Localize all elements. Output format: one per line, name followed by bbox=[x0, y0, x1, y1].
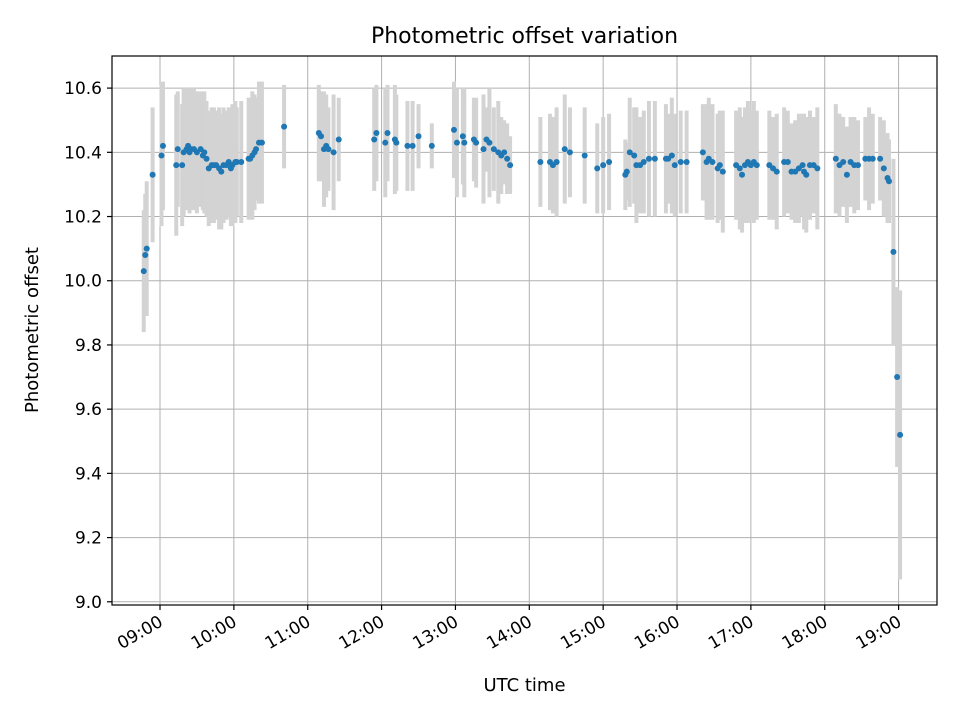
data-point bbox=[143, 245, 150, 252]
y-tick-label: 9.6 bbox=[75, 400, 102, 420]
y-tick-label: 10.4 bbox=[64, 143, 102, 163]
x-axis-label: UTC time bbox=[483, 675, 565, 696]
data-point bbox=[238, 158, 245, 165]
y-tick-label: 10.0 bbox=[64, 272, 102, 292]
data-point bbox=[384, 130, 391, 137]
y-axis-ticks: 9.0 9.2 9.4 9.6 9.8 10.0 10.2 10.4 10.6 bbox=[64, 79, 112, 613]
y-tick-label: 9.0 bbox=[75, 593, 102, 613]
data-point bbox=[382, 139, 389, 146]
data-point bbox=[459, 133, 466, 140]
y-tick-label: 10.6 bbox=[64, 79, 102, 99]
data-point bbox=[840, 158, 847, 165]
data-point bbox=[537, 158, 544, 165]
data-point bbox=[450, 126, 457, 133]
data-point bbox=[404, 142, 411, 149]
data-point bbox=[335, 136, 342, 143]
data-point bbox=[699, 149, 706, 156]
plot-frame bbox=[111, 55, 938, 606]
data-point bbox=[753, 162, 760, 169]
data-point bbox=[149, 171, 156, 178]
data-point bbox=[158, 152, 165, 159]
chart-title: Photometric offset variation bbox=[371, 24, 678, 49]
data-point bbox=[677, 158, 684, 165]
data-point bbox=[645, 155, 652, 162]
data-point bbox=[799, 162, 806, 169]
data-point bbox=[683, 158, 690, 165]
data-point bbox=[253, 146, 260, 153]
data-point bbox=[736, 165, 743, 172]
data-point bbox=[473, 139, 480, 146]
y-axis-label: Photometric offset bbox=[22, 247, 43, 413]
data-point bbox=[453, 139, 460, 146]
data-point bbox=[561, 146, 568, 153]
data-point bbox=[784, 158, 791, 165]
data-point bbox=[803, 171, 810, 178]
data-point bbox=[415, 133, 422, 140]
data-point bbox=[371, 136, 378, 143]
data-point bbox=[373, 130, 380, 137]
data-point bbox=[739, 171, 746, 178]
data-point bbox=[330, 149, 337, 156]
y-tick-label: 9.4 bbox=[75, 464, 102, 484]
data-point bbox=[258, 139, 265, 146]
data-point bbox=[174, 146, 181, 153]
data-point bbox=[626, 149, 633, 156]
data-point bbox=[140, 268, 147, 275]
data-points bbox=[140, 123, 904, 438]
data-point bbox=[897, 431, 904, 438]
data-point bbox=[671, 162, 678, 169]
data-point bbox=[606, 158, 613, 165]
data-point bbox=[480, 146, 487, 153]
data-point bbox=[173, 162, 180, 169]
data-point bbox=[393, 139, 400, 146]
data-point bbox=[885, 178, 892, 185]
data-point bbox=[843, 171, 850, 178]
data-point bbox=[159, 142, 166, 149]
data-point bbox=[281, 123, 288, 130]
data-point bbox=[325, 146, 332, 153]
data-point bbox=[814, 165, 821, 172]
data-point bbox=[504, 155, 511, 162]
data-point bbox=[600, 162, 607, 169]
data-point bbox=[854, 162, 861, 169]
data-point bbox=[631, 152, 638, 159]
data-point bbox=[877, 155, 884, 162]
data-point bbox=[668, 152, 675, 159]
data-point bbox=[428, 142, 435, 149]
y-tick-label: 9.2 bbox=[75, 529, 102, 549]
y-tick-label: 9.8 bbox=[75, 336, 102, 356]
data-point bbox=[651, 155, 658, 162]
data-point bbox=[507, 162, 514, 169]
data-point bbox=[594, 165, 601, 172]
data-point bbox=[581, 152, 588, 159]
data-point bbox=[623, 168, 630, 175]
data-point bbox=[490, 146, 497, 153]
data-point bbox=[869, 155, 876, 162]
data-point bbox=[553, 158, 560, 165]
data-point bbox=[218, 168, 225, 175]
data-point bbox=[880, 165, 887, 172]
data-point bbox=[890, 248, 897, 255]
data-point bbox=[318, 133, 325, 140]
data-point bbox=[773, 168, 780, 175]
data-point bbox=[409, 142, 416, 149]
data-point bbox=[486, 139, 493, 146]
data-point bbox=[709, 158, 716, 165]
data-point bbox=[719, 168, 726, 175]
data-point bbox=[566, 149, 573, 156]
data-point bbox=[142, 252, 149, 259]
data-point bbox=[832, 155, 839, 162]
data-point bbox=[640, 158, 647, 165]
y-tick-label: 10.2 bbox=[64, 208, 102, 228]
data-point bbox=[894, 374, 901, 381]
data-point bbox=[501, 149, 508, 156]
data-point bbox=[461, 139, 468, 146]
data-point bbox=[203, 155, 210, 162]
data-point bbox=[233, 158, 240, 165]
data-point bbox=[179, 162, 186, 169]
data-point bbox=[716, 162, 723, 169]
data-point bbox=[201, 149, 208, 156]
